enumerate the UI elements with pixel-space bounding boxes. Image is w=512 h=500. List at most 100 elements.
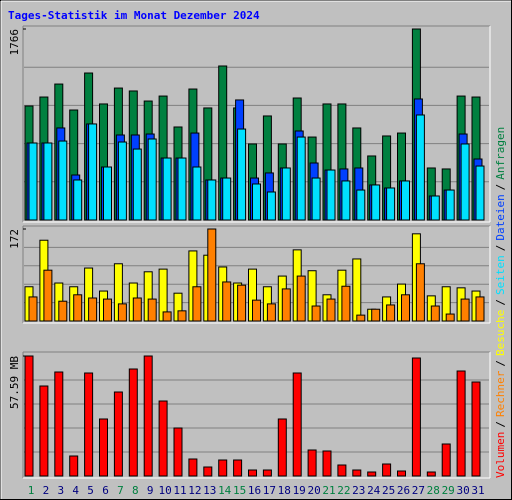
bar — [88, 123, 98, 221]
bar — [277, 418, 287, 477]
bar — [475, 296, 485, 322]
bar — [84, 372, 94, 477]
x-tick-label: 29 — [442, 484, 455, 497]
x-tick-label: 25 — [382, 484, 395, 497]
bar — [281, 288, 291, 322]
legend-entry: Dateien — [494, 194, 507, 240]
bar — [326, 169, 336, 221]
bar — [24, 355, 34, 477]
x-tick-label: 27 — [412, 484, 425, 497]
bar — [117, 141, 127, 221]
bar — [252, 299, 261, 322]
bar — [222, 281, 232, 322]
x-tick-label: 2 — [43, 484, 50, 497]
bar — [401, 294, 410, 322]
bar — [147, 138, 157, 221]
legend-entry: Seiten — [494, 255, 507, 295]
x-tick-label: 6 — [102, 484, 109, 497]
bar — [73, 294, 83, 322]
bar — [471, 381, 481, 477]
x-tick-label: 13 — [203, 484, 216, 497]
bar — [460, 298, 470, 322]
bar — [341, 180, 351, 221]
bar — [386, 304, 396, 322]
x-tick-label: 14 — [218, 484, 232, 497]
bar — [237, 284, 247, 322]
bar — [460, 143, 470, 221]
bar — [248, 469, 257, 477]
bar — [401, 180, 410, 221]
bar — [192, 166, 202, 221]
x-tick-label: 20 — [307, 484, 320, 497]
bar — [415, 114, 425, 221]
bar — [113, 391, 123, 477]
bar — [262, 469, 272, 477]
bar — [207, 179, 217, 221]
bar — [356, 189, 366, 221]
x-tick-label: 18 — [278, 484, 291, 497]
bar — [132, 148, 142, 221]
x-tick-label: 17 — [263, 484, 276, 497]
bar — [58, 300, 68, 322]
bar — [237, 128, 247, 221]
bar — [430, 305, 440, 322]
bar — [73, 179, 83, 221]
bar — [266, 191, 276, 221]
bar — [132, 297, 142, 322]
bar — [352, 258, 362, 322]
bar — [281, 167, 291, 221]
y-tick-label: 172 — [8, 229, 21, 249]
bar — [233, 459, 243, 477]
bar — [367, 471, 377, 477]
bar — [430, 195, 440, 221]
bar — [296, 136, 306, 221]
legend-separator: / — [494, 421, 507, 428]
bar — [382, 463, 392, 477]
x-tick-label: 9 — [147, 484, 154, 497]
bar — [311, 177, 321, 221]
x-tick-label: 4 — [72, 484, 79, 497]
bar — [158, 400, 168, 477]
bar — [173, 427, 183, 477]
bar — [311, 305, 321, 322]
bar — [58, 140, 68, 221]
bar — [415, 263, 425, 322]
x-tick-label: 24 — [367, 484, 381, 497]
x-tick-label: 3 — [57, 484, 64, 497]
bar — [203, 466, 213, 477]
x-tick-label: 15 — [233, 484, 246, 497]
bar — [218, 459, 228, 477]
bar — [371, 308, 381, 322]
bar — [411, 357, 421, 477]
bar — [88, 297, 98, 322]
bar — [397, 470, 406, 477]
bar — [162, 157, 172, 221]
x-tick-label: 19 — [293, 484, 306, 497]
bar — [356, 314, 366, 322]
x-tick-label: 23 — [352, 484, 365, 497]
bar — [143, 355, 153, 477]
bar — [322, 450, 332, 477]
x-tick-label: 16 — [248, 484, 261, 497]
bar — [426, 471, 436, 477]
bar — [162, 311, 172, 322]
legend-entry: Besuche — [494, 310, 507, 356]
bar — [54, 371, 64, 477]
bar — [292, 372, 302, 477]
legend-separator: / — [494, 299, 507, 306]
bar — [147, 298, 157, 322]
legend: Volumen / Rechner / Besuche / Seiten / Dateien / A… — [494, 127, 507, 478]
legend-entry: Rechner — [494, 370, 507, 417]
legend-entry: Anfragen — [494, 127, 507, 180]
x-tick-label: 5 — [87, 484, 94, 497]
x-tick-label: 12 — [188, 484, 201, 497]
x-tick-label: 11 — [173, 484, 186, 497]
bar — [28, 142, 38, 221]
bar — [371, 184, 381, 221]
bar — [117, 303, 127, 322]
bar — [177, 157, 187, 221]
bar — [456, 370, 466, 477]
bar — [207, 228, 217, 322]
bar — [28, 296, 38, 322]
